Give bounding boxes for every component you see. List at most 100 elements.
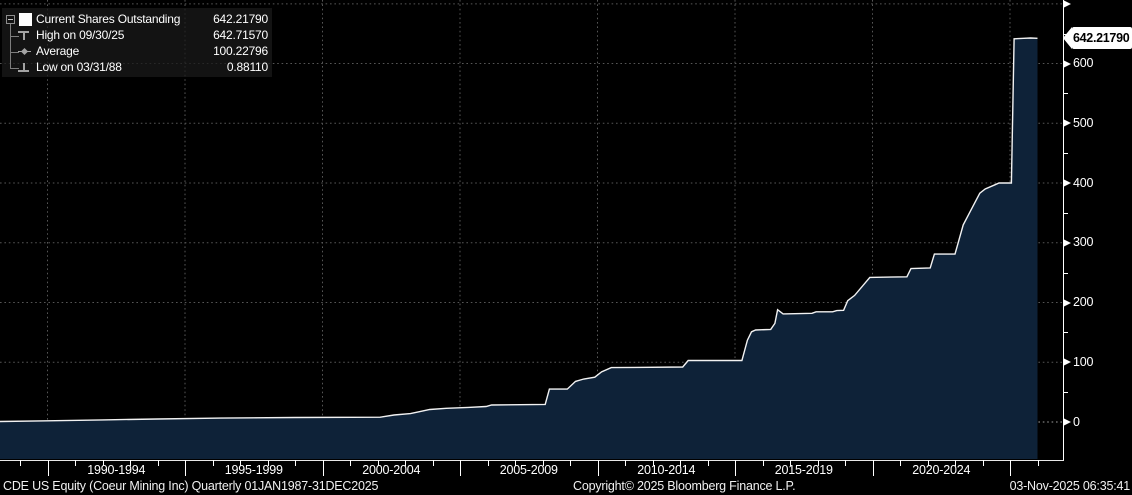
x-minor-tick	[982, 460, 984, 466]
legend-row-average[interactable]: Average 100.22796	[2, 44, 272, 60]
x-major-tick	[47, 460, 49, 476]
x-axis-bin-label: 2010-2014	[637, 463, 696, 477]
low-stem	[22, 63, 25, 70]
x-minor-tick	[817, 460, 819, 466]
legend-tree-stub	[10, 51, 19, 53]
x-minor-tick	[20, 460, 21, 466]
x-minor-tick	[900, 460, 901, 466]
legend-row-current[interactable]: Current Shares Outstanding 642.21790	[2, 12, 272, 28]
x-minor-tick	[1037, 460, 1039, 466]
y-minor-tick	[1063, 93, 1068, 95]
legend-row-label: Average	[36, 44, 80, 58]
y-tick-label: 500	[1073, 115, 1094, 130]
x-minor-tick	[350, 460, 351, 466]
x-major-tick	[735, 460, 736, 476]
x-minor-tick	[267, 460, 269, 466]
series-color-swatch	[19, 13, 32, 26]
legend-panel: Current Shares Outstanding 642.21790 High …	[2, 8, 272, 77]
legend-collapse-toggle[interactable]	[6, 15, 15, 24]
minus-icon	[8, 19, 13, 20]
badge-pointer-icon	[1063, 27, 1072, 49]
last-value-badge: 642.21790	[1063, 27, 1132, 49]
x-minor-tick	[240, 460, 241, 466]
x-minor-tick	[377, 460, 379, 466]
x-minor-tick	[652, 460, 654, 466]
price-chart-plot[interactable]	[0, 0, 1063, 461]
series-line	[0, 37, 1038, 423]
y-minor-tick	[1063, 153, 1068, 155]
area-series-fill	[0, 38, 1038, 459]
y-major-tick-arrow	[1063, 418, 1071, 426]
x-major-tick	[1010, 460, 1011, 476]
x-axis-bin-label: 2005-2009	[499, 463, 558, 477]
y-minor-tick	[1063, 392, 1068, 394]
x-minor-tick	[680, 460, 681, 466]
high-marker-icon	[18, 31, 31, 40]
y-tick-label: 200	[1073, 295, 1094, 310]
x-minor-tick	[212, 460, 214, 466]
footer-bar: CDE US Equity (Coeur Mining Inc) Quarter…	[0, 479, 1132, 493]
x-major-tick	[872, 460, 874, 476]
legend-tree-line	[10, 24, 11, 68]
low-bar	[18, 70, 29, 72]
legend-row-label: High on 09/30/25	[36, 28, 125, 42]
x-minor-tick	[955, 460, 956, 466]
x-minor-tick	[405, 460, 406, 466]
x-major-tick	[322, 460, 324, 476]
x-minor-tick	[487, 460, 489, 466]
x-minor-tick	[130, 460, 131, 466]
legend-row-low[interactable]: Low on 03/31/88 0.88110	[2, 60, 272, 76]
y-major-tick-arrow	[1063, 179, 1071, 188]
x-major-tick	[185, 460, 186, 476]
x-minor-tick	[75, 460, 76, 466]
x-major-tick	[597, 460, 599, 476]
legend-row-high[interactable]: High on 09/30/25 642.71570	[2, 28, 272, 44]
average-marker-icon	[18, 47, 31, 56]
x-minor-tick	[707, 460, 709, 466]
x-minor-tick	[625, 460, 626, 466]
y-minor-tick	[1063, 272, 1068, 274]
legend-tree-stub	[10, 35, 19, 37]
y-axis-line	[1063, 0, 1064, 461]
y-tick-label: 400	[1073, 175, 1094, 190]
x-axis-line	[0, 460, 1064, 461]
copyright-text: Copyright© 2025 Bloomberg Finance L.P.	[573, 479, 796, 493]
x-axis-bin-label: 1990-1994	[87, 463, 146, 477]
high-bar	[18, 31, 29, 33]
badge-value: 642.21790	[1072, 27, 1132, 49]
average-diamond	[20, 47, 29, 56]
y-major-tick-arrow	[1063, 119, 1071, 128]
x-minor-tick	[515, 460, 516, 466]
y-minor-tick	[1063, 212, 1068, 214]
x-minor-tick	[295, 460, 296, 466]
legend-row-label: Low on 03/31/88	[36, 60, 122, 74]
timestamp: 03-Nov-2025 06:35:41	[1009, 479, 1131, 493]
legend-row-value: 642.21790	[213, 12, 268, 26]
y-major-tick-arrow	[1063, 59, 1071, 68]
x-axis-bin-label: 1995-1999	[224, 463, 283, 477]
y-tick-label: 100	[1073, 354, 1094, 369]
x-minor-tick	[542, 460, 544, 466]
y-major-tick-arrow	[1063, 238, 1071, 247]
x-major-tick	[460, 460, 461, 476]
legend-row-value: 0.88110	[226, 60, 268, 74]
low-marker-icon	[18, 63, 31, 72]
high-stem	[22, 33, 25, 40]
chart-description: CDE US Equity (Coeur Mining Inc) Quarter…	[3, 479, 379, 493]
y-tick-label: 600	[1073, 56, 1094, 71]
x-axis-bin-label: 2020-2024	[912, 463, 971, 477]
x-minor-tick	[432, 460, 434, 466]
y-tick-label: 0	[1073, 414, 1080, 429]
legend-tree-stub	[10, 67, 19, 69]
x-minor-tick	[570, 460, 571, 466]
y-major-tick-arrow	[1063, 0, 1071, 8]
legend-row-label: Current Shares Outstanding	[36, 12, 181, 26]
x-minor-tick	[157, 460, 159, 466]
legend-row-value: 642.71570	[213, 28, 268, 42]
x-minor-tick	[762, 460, 764, 466]
x-minor-tick	[790, 460, 791, 466]
y-minor-tick	[1063, 332, 1068, 334]
x-axis-bin-label: 2015-2019	[774, 463, 833, 477]
y-tick-label: 300	[1073, 235, 1094, 250]
x-minor-tick	[845, 460, 846, 466]
